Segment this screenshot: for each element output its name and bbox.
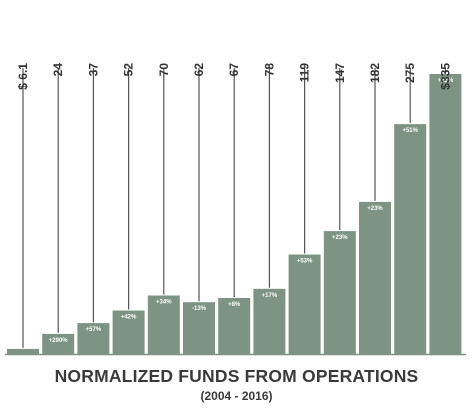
value-label-2009: 62: [192, 63, 206, 77]
value-label-2005: 24: [51, 63, 65, 77]
growth-label-2016: +22%: [438, 78, 454, 84]
bar-2012: [288, 254, 321, 354]
value-label-2004: $ 6.1: [16, 63, 30, 90]
growth-label-2014: +23%: [367, 206, 383, 212]
growth-label-2015: +51%: [402, 128, 418, 134]
value-label-2013: 147: [333, 63, 347, 83]
growth-label-2009: -13%: [192, 306, 207, 312]
bar-2010: [218, 298, 251, 354]
bar-2004: [7, 348, 39, 354]
bar-2015: [394, 124, 427, 354]
value-label-2008: 70: [157, 63, 171, 77]
value-label-2012: 119: [298, 63, 312, 83]
bar-2008: [147, 295, 180, 354]
bar-2005: [42, 333, 75, 354]
value-label-2010: 67: [227, 63, 241, 77]
growth-label-2008: +34%: [156, 300, 172, 306]
bar-2014: [359, 201, 391, 354]
growth-label-2005: +290%: [49, 338, 69, 344]
bar-2016: [429, 74, 462, 354]
growth-label-2006: +57%: [86, 327, 102, 333]
leader-lines: [22, 68, 446, 348]
value-label-2015: 275: [403, 63, 417, 83]
value-label-2006: 37: [86, 63, 100, 77]
bar-2009: [183, 302, 215, 354]
growth-label-2012: +53%: [297, 259, 313, 265]
bar-2007: [112, 310, 145, 354]
value-label-2007: 52: [122, 63, 136, 77]
chart-title: NORMALIZED FUNDS FROM OPERATIONS: [54, 366, 419, 386]
bar-2006: [77, 323, 110, 354]
value-label-2011: 78: [262, 63, 276, 77]
chart-subtitle: (2004 - 2016): [200, 389, 273, 403]
growth-label-2013: +23%: [332, 235, 348, 241]
bar-2013: [323, 231, 356, 354]
bars: [7, 74, 462, 354]
growth-label-2011: +17%: [262, 293, 278, 299]
growth-labels: +290% +57% +42% +34% -13% +8% +17% +53% +23% +23%…: [49, 78, 454, 344]
value-label-2016: $335: [438, 63, 452, 90]
growth-label-2010: +8%: [228, 302, 241, 308]
bar-2011: [253, 288, 286, 354]
growth-label-2007: +42%: [121, 315, 137, 321]
value-label-2014: 182: [368, 63, 382, 83]
value-labels: $ 6.1 24 37 52 70 62 67 78 119 147 182 275 $335: [16, 63, 452, 90]
